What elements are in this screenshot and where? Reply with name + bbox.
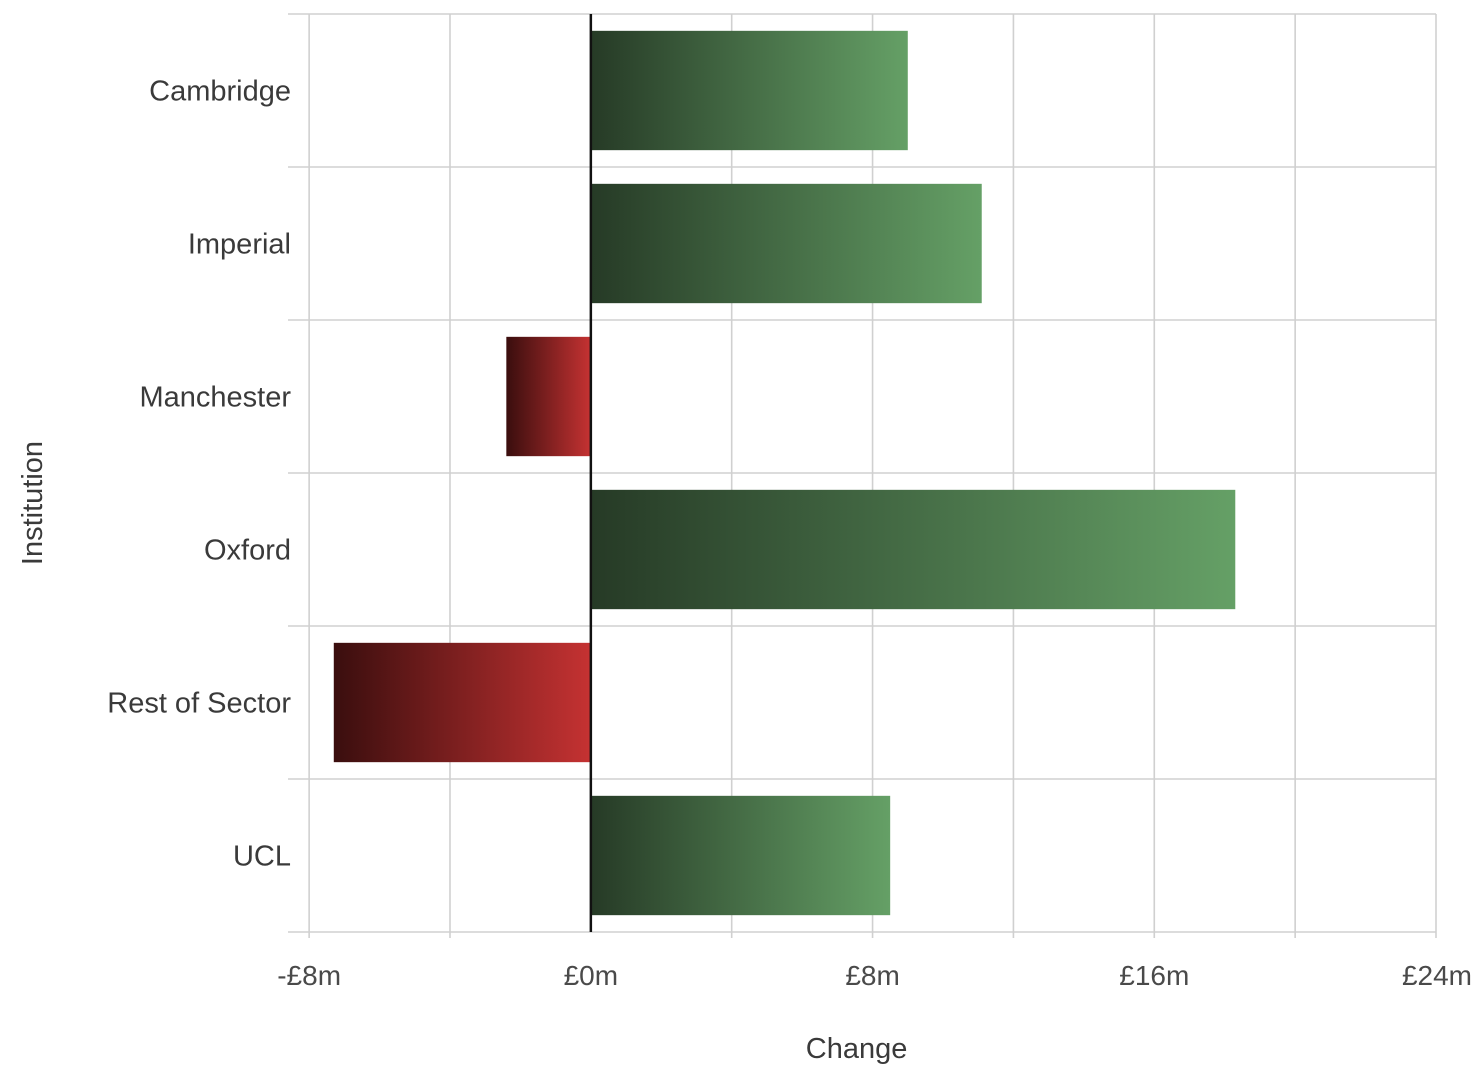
gridlines [288,13,1437,938]
category-label: Manchester [139,382,291,414]
x-tick-label: £24m [1402,960,1472,991]
bar-rest-of-sector [333,642,591,763]
category-label: Imperial [188,229,291,261]
bar-manchester [506,336,591,457]
bars [333,30,1236,916]
bar-imperial [590,183,982,304]
category-label: Rest of Sector [107,688,291,720]
bar-cambridge [590,30,908,151]
x-axis-title: Change [806,1033,908,1065]
bar-oxford [590,489,1236,610]
category-label: UCL [233,841,291,873]
bar-ucl [590,795,891,916]
y-axis-title: Institution [17,441,49,565]
category-label: Oxford [204,535,291,567]
x-tick-label: £16m [1119,960,1189,991]
x-tick-label: £8m [845,960,899,991]
category-label: Cambridge [149,76,291,108]
x-tick-label: £0m [564,960,618,991]
labels: Cambridge Imperial Manchester Oxford Rest of… [17,76,1472,1065]
x-tick-label: -£8m [277,960,341,991]
